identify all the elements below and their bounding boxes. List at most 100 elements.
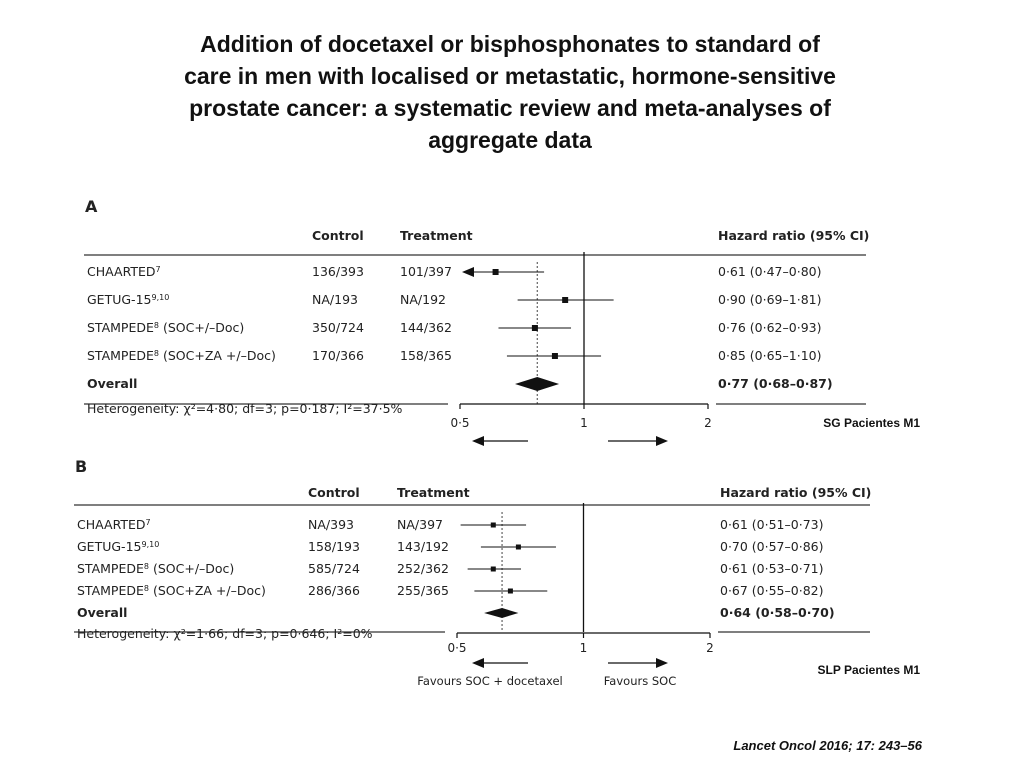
favours-right-arrowhead [656,658,668,668]
study-reference: 8 [154,349,159,358]
hazard-ratio-value: 0·61 (0·47–0·80) [718,264,821,279]
pooled-estimate-diamond [484,608,519,618]
favours-right-label: Favours SOC [604,674,677,688]
treatment-events: 252/362 [397,561,449,576]
hazard-ratio-value: 0·67 (0·55–0·82) [720,583,823,598]
study-reference: 8 [154,321,159,330]
favours-left-arrowhead [472,436,484,446]
panel-note: SG Pacientes M1 [823,416,920,430]
study-label: CHAARTED [77,517,146,532]
study-reference: 8 [144,562,149,571]
heterogeneity-text: Heterogeneity: χ²=4·80; df=3; p=0·187; I… [87,401,403,416]
study-label: Overall [77,605,127,620]
hazard-ratio-value: 0·77 (0·68–0·87) [718,376,833,391]
panel-note: SLP Pacientes M1 [818,663,921,677]
study-reference: 9,10 [141,540,159,549]
treatment-events: 101/397 [400,264,452,279]
header-treatment: Treatment [397,485,470,500]
header-control: Control [308,485,360,500]
favours-left-arrowhead [472,658,484,668]
point-estimate [492,269,499,275]
study-label: STAMPEDE [87,348,154,363]
treatment-events: 144/362 [400,320,452,335]
hazard-ratio-value: 0·61 (0·51–0·73) [720,517,823,532]
x-tick-label: 2 [706,641,714,655]
point-estimate [490,566,496,572]
pooled-estimate-diamond [515,377,560,391]
study-reference: 8 [144,584,149,593]
study-arm: (SOC+ZA +/–Doc) [159,348,276,363]
x-tick-label: 1 [580,416,588,430]
point-estimate [551,353,558,359]
title-line-2: care in men with localised or metastatic… [184,63,836,89]
study-arm: (SOC+/–Doc) [149,561,234,576]
hazard-ratio-value: 0·76 (0·62–0·93) [718,320,821,335]
header-treatment: Treatment [400,228,473,243]
study-label: STAMPEDE [77,583,144,598]
heterogeneity-text: Heterogeneity: χ²=1·66; df=3; p=0·646; I… [77,626,373,641]
ci-truncation-arrow [462,267,474,277]
study-arm: (SOC+ZA +/–Doc) [149,583,266,598]
header-hazard-ratio: Hazard ratio (95% CI) [720,485,871,500]
study-name: Overall [77,605,127,620]
slide-title: Addition of docetaxel or bisphosphonates… [150,28,870,156]
control-events: 585/724 [308,561,360,576]
study-name: Overall [87,376,137,391]
treatment-events: NA/397 [397,517,443,532]
hazard-ratio-value: 0·90 (0·69–1·81) [718,292,821,307]
x-tick-label: 1 [580,641,588,655]
title-line-4: aggregate data [428,127,592,153]
favours-left-label: Favours SOC + docetaxel [417,674,562,688]
treatment-events: 255/365 [397,583,449,598]
control-events: NA/193 [312,292,358,307]
treatment-events: 143/192 [397,539,449,554]
study-label: STAMPEDE [87,320,154,335]
point-estimate [507,588,513,594]
study-name: GETUG-159,10 [87,292,169,307]
treatment-events: NA/192 [400,292,446,307]
title-line-3: prostate cancer: a systematic review and… [189,95,831,121]
x-tick-label: 0·5 [447,641,466,655]
citation: Lancet Oncol 2016; 17: 243–56 [733,738,922,753]
study-name: GETUG-159,10 [77,539,159,554]
header-hazard-ratio: Hazard ratio (95% CI) [718,228,869,243]
panel-label: A [85,197,98,216]
study-name: CHAARTED7 [77,517,151,532]
study-label: Overall [87,376,137,391]
study-name: CHAARTED7 [87,264,161,279]
panel-label: B [75,457,87,476]
study-name: STAMPEDE8 (SOC+/–Doc) [87,320,244,335]
control-events: 170/366 [312,348,364,363]
study-reference: 7 [146,518,151,527]
study-name: STAMPEDE8 (SOC+ZA +/–Doc) [77,583,266,598]
point-estimate [515,544,521,550]
title-line-1: Addition of docetaxel or bisphosphonates… [200,31,820,57]
favours-right-arrowhead [656,436,668,446]
study-reference: 7 [156,265,161,274]
header-control: Control [312,228,364,243]
x-tick-label: 0·5 [450,416,469,430]
study-label: CHAARTED [87,264,156,279]
study-reference: 9,10 [151,293,169,302]
x-tick-label: 2 [704,416,712,430]
control-events: NA/393 [308,517,354,532]
study-label: STAMPEDE [77,561,144,576]
control-events: 158/193 [308,539,360,554]
hazard-ratio-value: 0·85 (0·65–1·10) [718,348,821,363]
hazard-ratio-value: 0·70 (0·57–0·86) [720,539,823,554]
hazard-ratio-value: 0·64 (0·58–0·70) [720,605,835,620]
study-name: STAMPEDE8 (SOC+ZA +/–Doc) [87,348,276,363]
point-estimate [562,297,569,303]
hazard-ratio-value: 0·61 (0·53–0·71) [720,561,823,576]
point-estimate [531,325,538,331]
control-events: 136/393 [312,264,364,279]
study-label: GETUG-15 [77,539,141,554]
study-arm: (SOC+/–Doc) [159,320,244,335]
study-label: GETUG-15 [87,292,151,307]
control-events: 286/366 [308,583,360,598]
point-estimate [490,522,496,528]
treatment-events: 158/365 [400,348,452,363]
control-events: 350/724 [312,320,364,335]
study-name: STAMPEDE8 (SOC+/–Doc) [77,561,234,576]
